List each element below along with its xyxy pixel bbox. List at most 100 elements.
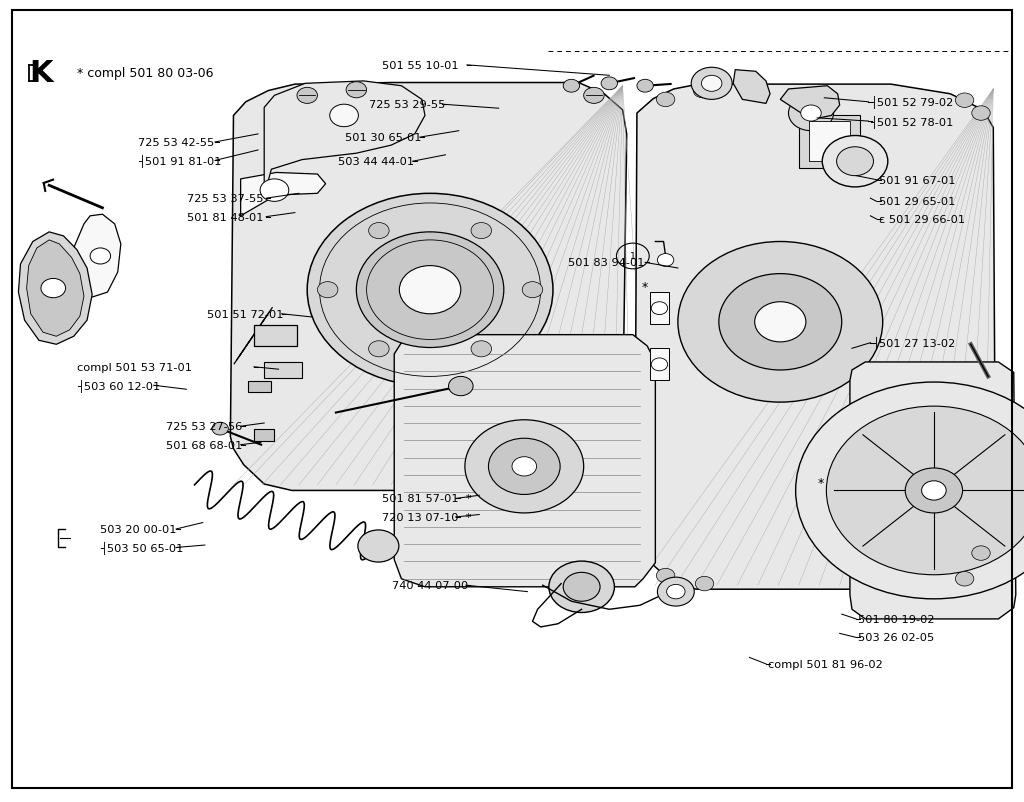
Text: 720 13 07-10  *: 720 13 07-10 * [382,512,471,522]
Polygon shape [18,233,92,345]
Circle shape [471,223,492,239]
Text: 501 81 57-01  *: 501 81 57-01 * [382,494,471,504]
Circle shape [667,585,685,599]
Circle shape [955,94,974,108]
Circle shape [695,577,714,591]
Polygon shape [248,382,271,393]
Text: 740 44 07-00: 740 44 07-00 [392,581,468,590]
Circle shape [796,383,1024,599]
Text: 501 55 10-01: 501 55 10-01 [382,61,459,71]
Circle shape [260,180,289,202]
Circle shape [488,439,560,495]
Circle shape [788,96,834,132]
Polygon shape [241,173,326,217]
Polygon shape [254,429,274,441]
Circle shape [563,573,600,602]
Text: * compl 501 80 03-06: * compl 501 80 03-06 [77,67,213,80]
Text: 501 29 65-01: 501 29 65-01 [879,197,955,207]
Circle shape [330,105,358,128]
Text: ┤501 27 13-02: ┤501 27 13-02 [872,337,955,350]
Text: ┤503 60 12-01: ┤503 60 12-01 [77,379,160,392]
Text: *: * [818,476,824,489]
Text: 725 53 29-55: 725 53 29-55 [369,100,445,110]
Circle shape [522,282,543,298]
Text: K: K [29,59,53,88]
Circle shape [369,342,389,358]
Circle shape [346,83,367,99]
Circle shape [905,468,963,513]
Circle shape [656,569,675,583]
Circle shape [212,423,228,435]
Text: 501 83 94-01: 501 83 94-01 [568,258,645,268]
Circle shape [584,88,604,104]
Circle shape [471,342,492,358]
Polygon shape [27,241,84,337]
Text: ε 501 29 66-01: ε 501 29 66-01 [879,215,965,225]
Circle shape [701,76,722,92]
Text: 501 81 48-01: 501 81 48-01 [187,213,264,222]
Text: *: * [642,281,648,294]
Polygon shape [264,82,425,196]
Circle shape [465,420,584,513]
Text: 501 91 67-01: 501 91 67-01 [879,176,955,185]
Text: 501 80 19-02: 501 80 19-02 [858,614,935,624]
Text: compl 501 53 71-01: compl 501 53 71-01 [77,363,191,372]
Circle shape [399,266,461,314]
Circle shape [691,68,732,100]
Circle shape [719,274,842,371]
Polygon shape [850,363,1016,619]
Polygon shape [74,215,121,298]
Text: 503 44 44-01: 503 44 44-01 [338,157,414,167]
Polygon shape [264,363,302,379]
Circle shape [297,88,317,104]
Polygon shape [780,87,840,120]
Circle shape [512,457,537,476]
Polygon shape [799,116,860,168]
Circle shape [601,78,617,91]
Polygon shape [230,83,627,491]
Circle shape [369,223,389,239]
Circle shape [972,107,990,121]
Circle shape [317,282,338,298]
Circle shape [822,136,888,188]
Text: 503 26 02-05: 503 26 02-05 [858,633,934,642]
Circle shape [972,546,990,561]
Circle shape [357,530,398,562]
Circle shape [41,279,66,298]
Text: 503 20 00-01: 503 20 00-01 [100,525,177,534]
Circle shape [449,377,473,396]
Text: 725 53 42-55: 725 53 42-55 [138,138,214,148]
Circle shape [922,481,946,500]
Polygon shape [254,326,297,346]
Polygon shape [809,122,850,162]
Text: 1: 1 [630,252,636,261]
Circle shape [801,106,821,122]
Text: compl 501 81 96-02: compl 501 81 96-02 [768,659,883,669]
Circle shape [955,572,974,586]
Text: ┤501 91 81-01: ┤501 91 81-01 [138,155,222,168]
Text: ┤503 50 65-01: ┤503 50 65-01 [100,541,183,554]
Text: ┤501 52 79-02: ┤501 52 79-02 [870,96,953,109]
Circle shape [563,80,580,93]
Circle shape [678,242,883,403]
Circle shape [356,233,504,348]
Text: 725 53 37-55: 725 53 37-55 [187,194,264,204]
Circle shape [693,84,712,99]
Circle shape [656,93,675,107]
Circle shape [637,80,653,93]
Polygon shape [650,349,669,381]
Circle shape [657,254,674,267]
Circle shape [755,302,806,342]
Polygon shape [650,293,669,325]
Polygon shape [733,71,770,104]
Circle shape [90,249,111,265]
Circle shape [826,407,1024,575]
Text: ┤501 52 78-01: ┤501 52 78-01 [870,115,953,128]
Polygon shape [635,85,995,589]
Text: 725 53 27-56: 725 53 27-56 [166,422,242,431]
Circle shape [549,561,614,613]
Circle shape [837,148,873,176]
Polygon shape [394,335,655,587]
Text: 501 51 72-01: 501 51 72-01 [207,310,284,319]
Text: 501 68 68-01: 501 68 68-01 [166,440,243,450]
